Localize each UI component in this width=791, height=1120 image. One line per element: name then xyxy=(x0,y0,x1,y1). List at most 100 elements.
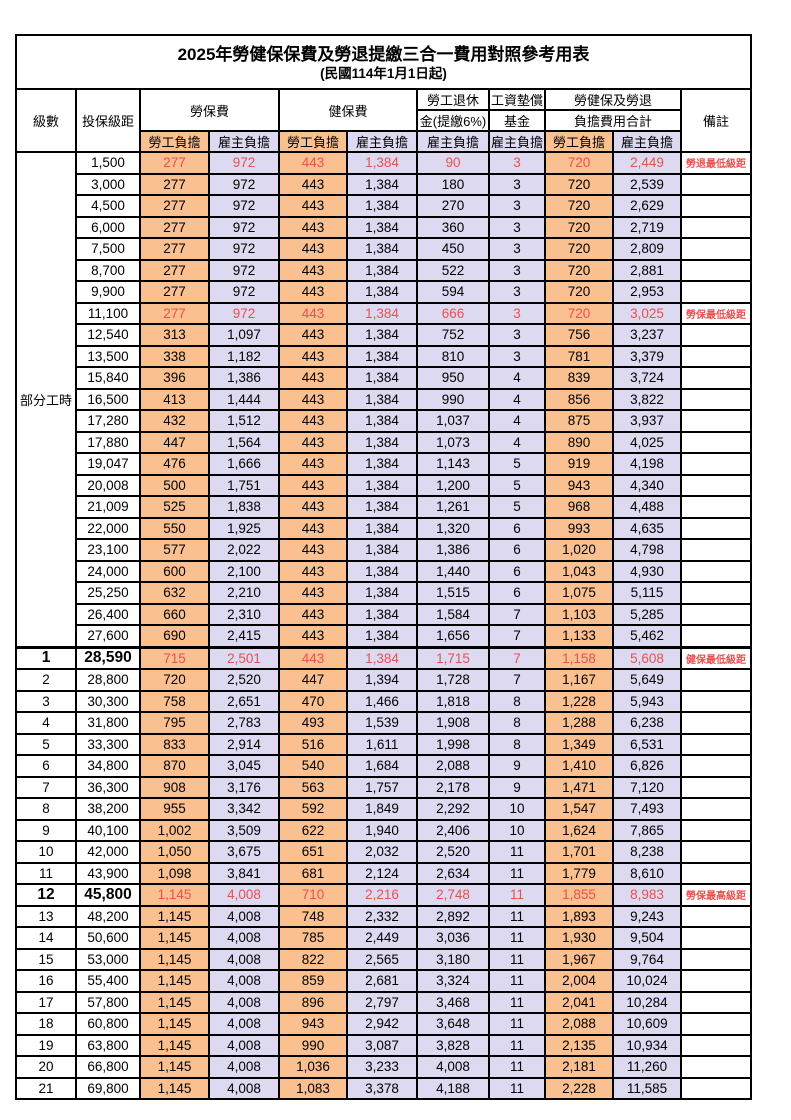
value-cell: 7,120 xyxy=(612,775,682,799)
note-cell xyxy=(680,237,752,261)
value-cell: 4,008 xyxy=(208,947,280,971)
table-row: 9,900 277 972 443 1,384 594 3 720 2,953 xyxy=(16,280,752,304)
value-cell: 2,178 xyxy=(416,775,490,799)
value-cell: 3,045 xyxy=(208,754,280,778)
level-cell: 10 xyxy=(15,840,77,864)
value-cell: 632 xyxy=(139,581,210,605)
value-cell: 4,008 xyxy=(416,1055,490,1079)
value-cell: 660 xyxy=(139,602,210,626)
bracket-cell: 20,008 xyxy=(75,473,141,497)
value-cell: 1,751 xyxy=(208,473,280,497)
value-cell: 875 xyxy=(544,409,614,433)
value-cell: 3 xyxy=(488,258,546,282)
bracket-cell: 30,300 xyxy=(75,689,141,713)
value-cell: 11 xyxy=(488,861,546,885)
value-cell: 413 xyxy=(139,387,210,411)
table-row: 19 63,800 1,145 4,008 990 3,087 3,828 11 2,135 10… xyxy=(15,1033,752,1057)
value-cell: 2,748 xyxy=(416,883,490,907)
value-cell: 11 xyxy=(488,1055,546,1079)
value-cell: 622 xyxy=(278,818,348,842)
bracket-cell: 15,840 xyxy=(75,366,141,390)
value-cell: 5 xyxy=(488,495,546,519)
value-cell: 4,188 xyxy=(416,1076,490,1100)
value-cell: 1,384 xyxy=(346,301,418,325)
value-cell: 2,783 xyxy=(208,711,280,735)
value-cell: 1,384 xyxy=(346,559,418,583)
value-cell: 870 xyxy=(139,754,210,778)
note-cell xyxy=(680,689,752,713)
bracket-cell: 31,800 xyxy=(75,711,141,735)
value-cell: 1,320 xyxy=(416,516,490,540)
value-cell: 1,261 xyxy=(416,495,490,519)
header-row-3: 勞工負擔 雇主負擔 勞工負擔 雇主負擔 雇主負擔 雇主負擔 勞工負擔 雇主負擔 xyxy=(16,130,751,153)
value-cell: 720 xyxy=(544,172,614,196)
value-cell: 3 xyxy=(488,344,546,368)
value-cell: 955 xyxy=(139,797,210,821)
note-cell xyxy=(680,194,752,218)
value-cell: 785 xyxy=(278,926,348,950)
value-cell: 2,881 xyxy=(612,258,682,282)
bracket-cell: 40,100 xyxy=(75,818,141,842)
value-cell: 1,158 xyxy=(544,645,614,670)
value-cell: 1,384 xyxy=(346,258,418,282)
value-cell: 447 xyxy=(278,668,348,692)
value-cell: 1,098 xyxy=(139,861,210,885)
value-cell: 1,384 xyxy=(346,624,418,648)
value-cell: 1,384 xyxy=(346,430,418,454)
value-cell: 2,310 xyxy=(208,602,280,626)
value-cell: 752 xyxy=(416,323,490,347)
table-row: 1 28,590 715 2,501 443 1,384 1,715 7 1,158 5,608 健… xyxy=(15,645,752,670)
bracket-cell: 38,200 xyxy=(75,797,141,821)
value-cell: 2,332 xyxy=(346,904,418,928)
value-cell: 8,238 xyxy=(612,840,682,864)
col-header-total-line2: 負擔費用合計 xyxy=(544,109,682,132)
value-cell: 11,260 xyxy=(612,1055,682,1079)
value-cell: 795 xyxy=(139,711,210,735)
value-cell: 1,145 xyxy=(139,1033,210,1057)
value-cell: 1,384 xyxy=(346,344,418,368)
value-cell: 3,342 xyxy=(208,797,280,821)
note-cell xyxy=(680,1055,752,1079)
note-cell xyxy=(680,280,752,304)
value-cell: 443 xyxy=(278,387,348,411)
fee-comparison-table: 2025年勞健保保費及勞退提繳三合一費用對照參考用表 (民國114年1月1日起)… xyxy=(15,34,752,1100)
bracket-cell: 23,100 xyxy=(75,538,141,562)
note-cell xyxy=(680,818,752,842)
col-header-pension-line2: 金(提繳6%) xyxy=(416,109,490,132)
value-cell: 2,100 xyxy=(208,559,280,583)
col-header-total-line1: 勞健保及勞退 xyxy=(544,88,682,111)
value-cell: 443 xyxy=(278,645,348,670)
bracket-cell: 9,900 xyxy=(75,280,141,304)
value-cell: 2,629 xyxy=(612,194,682,218)
value-cell: 11 xyxy=(488,926,546,950)
value-cell: 1,167 xyxy=(544,668,614,692)
value-cell: 710 xyxy=(278,883,348,907)
value-cell: 919 xyxy=(544,452,614,476)
note-cell xyxy=(680,387,752,411)
value-cell: 11 xyxy=(488,1012,546,1036)
value-cell: 1,020 xyxy=(544,538,614,562)
note-cell: 勞保最低級距 xyxy=(680,301,752,325)
value-cell: 443 xyxy=(278,624,348,648)
value-cell: 10,284 xyxy=(612,990,682,1014)
value-cell: 1,779 xyxy=(544,861,614,885)
table-row: 16 55,400 1,145 4,008 859 2,681 3,324 11 2,004 10… xyxy=(15,969,752,993)
value-cell: 5,649 xyxy=(612,668,682,692)
value-cell: 11 xyxy=(488,904,546,928)
level-cell: 15 xyxy=(15,947,77,971)
note-cell xyxy=(680,840,752,864)
bracket-cell: 21,009 xyxy=(75,495,141,519)
table-row: 7,500 277 972 443 1,384 450 3 720 2,809 xyxy=(16,237,752,261)
value-cell: 277 xyxy=(139,280,210,304)
value-cell: 1,145 xyxy=(139,947,210,971)
table-row: 22,000 550 1,925 443 1,384 1,320 6 993 4,635 xyxy=(16,516,752,540)
note-cell xyxy=(680,258,752,282)
note-cell xyxy=(680,1076,752,1100)
value-cell: 720 xyxy=(544,258,614,282)
value-cell: 1,925 xyxy=(208,516,280,540)
value-cell: 2,292 xyxy=(416,797,490,821)
value-cell: 2,228 xyxy=(544,1076,614,1100)
note-cell xyxy=(680,172,752,196)
value-cell: 2,892 xyxy=(416,904,490,928)
value-cell: 1,036 xyxy=(278,1055,348,1079)
